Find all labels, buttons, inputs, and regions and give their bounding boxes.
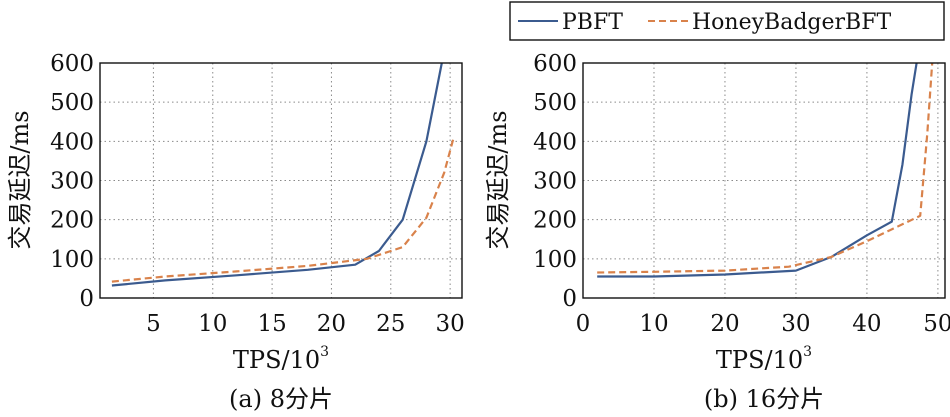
x-tick-label-b-0: 0 xyxy=(576,311,591,337)
legend-label-pbft: PBFT xyxy=(562,10,623,35)
caption-a: (a) 8分片 xyxy=(229,385,333,413)
y-tick-label-b-200: 200 xyxy=(533,208,577,234)
x-axis-title-sup-a: 3 xyxy=(320,344,329,360)
y-tick-label-a-400: 400 xyxy=(50,129,94,155)
y-axis-title-a: 交易延迟/ms xyxy=(6,110,34,249)
x-tick-label-a-10: 10 xyxy=(198,311,227,337)
x-tick-label-b-20: 20 xyxy=(710,311,739,337)
plot-frame-b xyxy=(582,62,946,299)
x-tick-label-a-5: 5 xyxy=(146,311,161,337)
y-tick-label-a-500: 500 xyxy=(50,90,94,116)
y-tick-label-a-600: 600 xyxy=(50,51,94,77)
series-line-a-honeybadgerbft xyxy=(111,137,455,283)
legend: PBFT HoneyBadgerBFT xyxy=(509,1,945,41)
gridlines-a xyxy=(100,62,462,299)
x-tick-label-b-30: 30 xyxy=(781,311,810,337)
x-axis-title-b: TPS/103 xyxy=(716,344,812,374)
y-tick-label-b-400: 400 xyxy=(533,129,577,155)
series-a xyxy=(111,62,455,287)
x-axis-title-main-b: TPS/10 xyxy=(716,346,803,374)
x-tick-label-b-10: 10 xyxy=(639,311,668,337)
series-line-b-honeybadgerbft xyxy=(597,62,934,274)
series-line-a-pbft xyxy=(111,62,443,287)
x-tick-label-a-15: 15 xyxy=(257,311,286,337)
y-tick-label-b-500: 500 xyxy=(533,90,577,116)
gridlines-b xyxy=(582,62,945,299)
x-axis-title-sup-b: 3 xyxy=(803,344,812,360)
x-tick-label-a-25: 25 xyxy=(376,311,405,337)
plot-frame-a xyxy=(99,62,463,299)
x-axis-title-a: TPS/103 xyxy=(233,344,329,374)
y-tick-label-a-0: 0 xyxy=(79,286,94,312)
legend-label-honeybadgerbft: HoneyBadgerBFT xyxy=(692,10,891,35)
caption-b: (b) 16分片 xyxy=(704,385,824,413)
y-tick-label-b-300: 300 xyxy=(533,169,577,195)
y-tick-label-b-0: 0 xyxy=(562,286,577,312)
x-tick-label-a-30: 30 xyxy=(435,311,464,337)
legend-box xyxy=(509,1,945,41)
series-b xyxy=(597,62,934,278)
y-tick-label-b-100: 100 xyxy=(533,247,577,273)
x-tick-label-b-40: 40 xyxy=(852,311,881,337)
x-axis-title-main-a: TPS/10 xyxy=(233,346,320,374)
y-tick-label-a-100: 100 xyxy=(50,247,94,273)
y-tick-label-b-600: 600 xyxy=(533,51,577,77)
series-line-b-pbft xyxy=(597,62,918,278)
y-tick-label-a-200: 200 xyxy=(50,208,94,234)
x-tick-label-b-50: 50 xyxy=(923,311,950,337)
x-tick-label-a-20: 20 xyxy=(317,311,346,337)
y-tick-label-a-300: 300 xyxy=(50,169,94,195)
y-axis-title-b: 交易延迟/ms xyxy=(484,110,512,249)
